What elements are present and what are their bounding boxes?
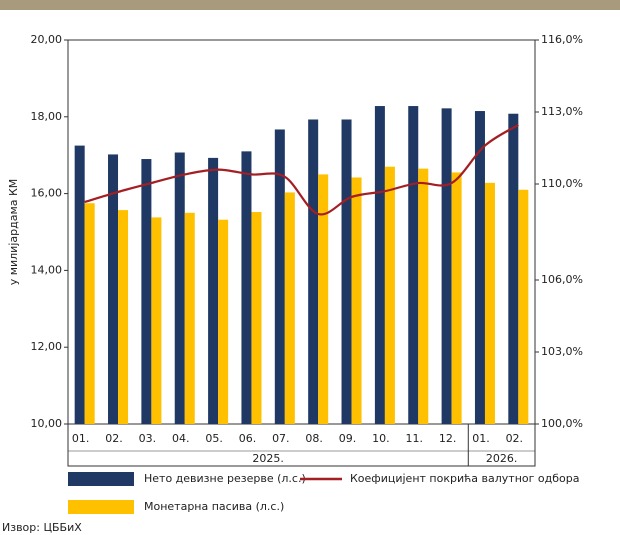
bar — [74, 145, 85, 424]
bar — [384, 166, 395, 424]
bar — [141, 159, 152, 425]
source: Извор: ЦББиХ — [2, 521, 82, 534]
bar — [418, 168, 429, 424]
bar — [484, 182, 495, 424]
y2-tick-label: 100,0% — [541, 417, 583, 430]
x-group-label: 2026. — [486, 452, 518, 465]
bar — [84, 203, 95, 424]
x-tick-label: 04. — [172, 432, 190, 445]
x-tick-label: 10. — [372, 432, 390, 445]
bar — [474, 111, 485, 424]
bar — [508, 113, 519, 424]
y2-tick-label: 113,0% — [541, 105, 583, 118]
bar — [218, 219, 229, 424]
x-tick-label: 08. — [305, 432, 323, 445]
line — [84, 124, 519, 216]
y2-tick-label: 110,0% — [541, 177, 583, 190]
bar — [408, 106, 419, 424]
bar — [318, 174, 329, 424]
legend-swatch — [68, 500, 134, 514]
x-tick-label: 01. — [472, 432, 490, 445]
bar — [374, 106, 385, 424]
x-tick-label: 12. — [439, 432, 457, 445]
legend-label: Коефицијент покрића валутног одбора — [350, 472, 579, 485]
y-tick-label: 20,00 — [31, 33, 63, 46]
y-axis-label: у милијардама КМ — [7, 179, 20, 286]
x-tick-label: 07. — [272, 432, 290, 445]
bar — [518, 189, 529, 424]
plot-frame — [67, 39, 536, 425]
y-tick-label: 16,00 — [31, 187, 63, 200]
x-tick-label: 02. — [506, 432, 524, 445]
legend-label: Монетарна пасива (л.с.) — [144, 500, 284, 513]
bar — [451, 172, 462, 424]
bar — [151, 217, 162, 424]
y2-tick-label: 106,0% — [541, 273, 583, 286]
x-tick-label: 09. — [339, 432, 357, 445]
legend-swatch — [68, 472, 134, 486]
x-tick-label: 05. — [205, 432, 223, 445]
x-tick-label: 11. — [406, 432, 424, 445]
y-tick-label: 10,00 — [31, 417, 63, 430]
x-tick-label: 02. — [105, 432, 123, 445]
x-axis-box — [67, 423, 536, 467]
bar — [108, 154, 119, 424]
bar — [341, 119, 352, 424]
y-tick-label: 12,00 — [31, 340, 63, 353]
x-tick-label: 01. — [72, 432, 90, 445]
top-band — [0, 0, 620, 10]
y2-tick-label: 103,0% — [541, 345, 583, 358]
x-group-label: 2025. — [252, 452, 284, 465]
bar — [308, 119, 319, 424]
bar — [241, 151, 252, 425]
bar — [441, 108, 452, 425]
x-tick-label: 06. — [239, 432, 257, 445]
y2-tick-label: 116,0% — [541, 33, 583, 46]
bar — [251, 212, 262, 424]
bar — [184, 212, 195, 424]
bar — [274, 129, 285, 425]
legend-label: Нето девизне резерве (л.с.) — [144, 472, 306, 485]
x-tick-label: 03. — [139, 432, 157, 445]
bar — [118, 210, 129, 424]
bar — [208, 157, 219, 424]
bar — [284, 192, 295, 424]
bar — [351, 177, 362, 424]
bar — [174, 152, 185, 424]
y-tick-label: 14,00 — [31, 263, 63, 276]
y-tick-label: 18,00 — [31, 110, 63, 123]
